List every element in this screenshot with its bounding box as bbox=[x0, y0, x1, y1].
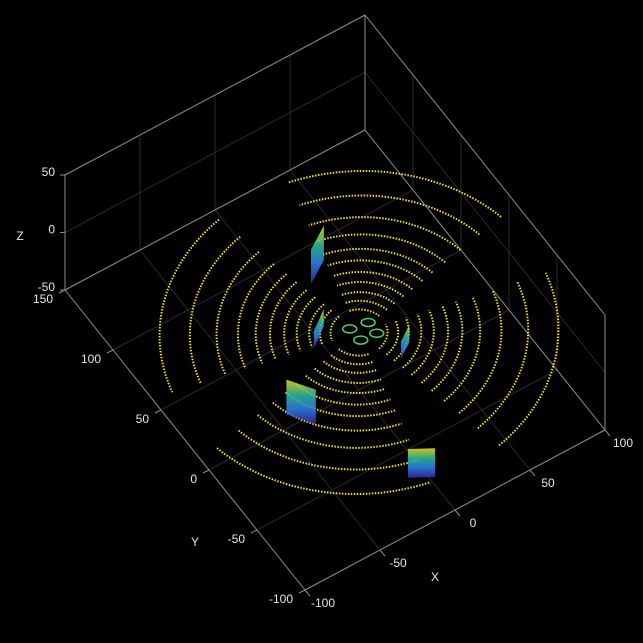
wall bbox=[401, 325, 410, 359]
ring bbox=[236, 233, 482, 432]
x-tick-label: 50 bbox=[541, 476, 555, 490]
y-axis-label: Y bbox=[191, 535, 199, 549]
x-tick-label: 0 bbox=[470, 516, 477, 530]
y-tick bbox=[298, 589, 306, 594]
axis-edge bbox=[64, 129, 366, 291]
object bbox=[341, 324, 358, 334]
z-tick-label: 50 bbox=[42, 165, 56, 179]
grid-line bbox=[139, 249, 381, 551]
ring bbox=[188, 194, 530, 471]
z-tick-label: -50 bbox=[38, 280, 56, 294]
axis-edge bbox=[364, 14, 606, 316]
z-axis-label: Z bbox=[16, 229, 23, 243]
ring bbox=[158, 170, 560, 495]
x-tick-label: -50 bbox=[389, 556, 407, 570]
wall bbox=[311, 225, 324, 284]
y-tick bbox=[154, 409, 162, 414]
grid-line bbox=[364, 72, 606, 373]
ring bbox=[308, 291, 410, 374]
x-tick bbox=[454, 509, 461, 517]
x-tick-label: -100 bbox=[311, 596, 335, 610]
x-axis-label: X bbox=[431, 570, 439, 584]
ring bbox=[295, 281, 423, 384]
y-tick-label: 150 bbox=[33, 292, 53, 306]
y-tick-label: 50 bbox=[136, 412, 150, 426]
object bbox=[369, 328, 385, 339]
axis-edge bbox=[64, 289, 306, 591]
x-tick-label: 100 bbox=[613, 436, 633, 450]
object bbox=[360, 317, 376, 328]
y-tick-label: 0 bbox=[190, 472, 197, 486]
grid-line bbox=[64, 72, 366, 233]
x-tick bbox=[304, 589, 311, 597]
ring bbox=[329, 308, 389, 357]
y-tick bbox=[106, 349, 114, 354]
y-tick bbox=[250, 529, 258, 534]
wall bbox=[286, 379, 316, 425]
x-tick bbox=[379, 549, 386, 557]
wall bbox=[407, 448, 436, 478]
grid-line bbox=[289, 169, 531, 471]
z-tick-label: 0 bbox=[48, 223, 55, 237]
grid-line bbox=[160, 249, 462, 411]
grid-line bbox=[208, 309, 510, 471]
ring bbox=[254, 247, 464, 418]
wall bbox=[313, 309, 324, 349]
x-tick bbox=[604, 429, 611, 437]
y-tick-label: -100 bbox=[269, 592, 293, 606]
axis-edge bbox=[64, 14, 366, 176]
y-tick-label: 100 bbox=[81, 352, 101, 366]
axis-edge bbox=[364, 129, 606, 431]
ring bbox=[318, 299, 400, 366]
x-tick bbox=[529, 469, 536, 477]
ring bbox=[269, 259, 449, 406]
object bbox=[353, 335, 369, 345]
y-tick-label: -50 bbox=[228, 532, 246, 546]
grid-line bbox=[112, 189, 414, 351]
y-tick bbox=[202, 469, 210, 474]
ring bbox=[283, 270, 435, 395]
